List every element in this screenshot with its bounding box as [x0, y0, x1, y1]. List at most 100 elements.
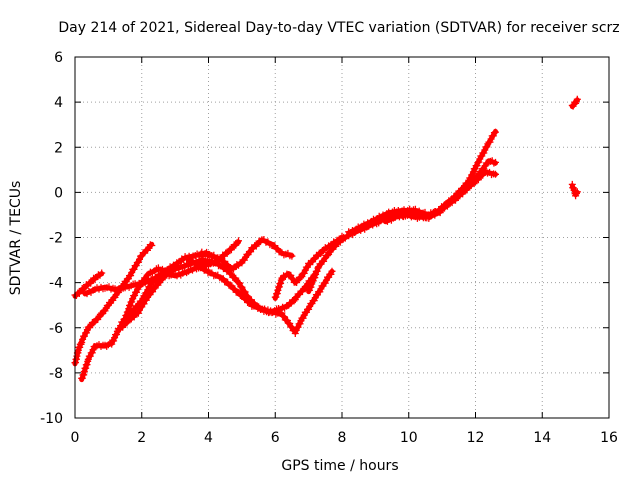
- data-point: [291, 330, 299, 337]
- y-tick-label: -8: [49, 366, 63, 382]
- series-track-d: [81, 248, 212, 298]
- data-point: [90, 319, 98, 327]
- data-point: [113, 331, 120, 338]
- data-point: [274, 286, 282, 294]
- x-tick-label: 6: [271, 430, 280, 446]
- data-point: [278, 309, 286, 317]
- gridlines: [75, 57, 609, 418]
- x-axis-label: GPS time / hours: [281, 458, 398, 474]
- x-tick-label: 2: [137, 430, 146, 446]
- data-point: [143, 289, 151, 297]
- data-point: [340, 233, 348, 241]
- data-point: [90, 274, 98, 282]
- y-tick-label: 6: [54, 50, 63, 66]
- y-tick-label: 4: [54, 95, 63, 111]
- data-point: [153, 274, 161, 282]
- data-point: [296, 320, 304, 328]
- data-point: [226, 281, 234, 289]
- data-point: [287, 271, 295, 279]
- data-point: [235, 288, 243, 296]
- data-point: [486, 138, 494, 146]
- data-point: [305, 286, 313, 294]
- series-track-h: [198, 236, 296, 273]
- data-point: [480, 149, 488, 157]
- data-point: [309, 277, 317, 285]
- x-tick-label: 4: [204, 430, 213, 446]
- data-point: [238, 283, 246, 291]
- axis-ticks: 0 2 4 6 8 10 12 14 16 -10 -8 -6 -4 -2 0 2 4 6: [40, 50, 618, 446]
- y-tick-label: -4: [49, 276, 63, 292]
- data-point: [82, 329, 90, 337]
- data-point: [127, 272, 135, 280]
- data-point: [110, 337, 118, 345]
- data-point: [314, 264, 322, 272]
- data-point: [492, 128, 499, 136]
- series-track-f: [118, 264, 336, 337]
- data-point: [148, 278, 156, 286]
- data-point: [327, 270, 335, 278]
- y-tick-label: -6: [49, 321, 63, 337]
- data-point: [469, 171, 476, 179]
- data-point: [128, 298, 136, 306]
- data-point: [286, 320, 294, 327]
- x-tick-label: 8: [338, 430, 347, 446]
- data-point: [226, 264, 234, 272]
- data-point: [299, 314, 307, 322]
- data-point: [134, 309, 142, 317]
- data-point: [307, 283, 315, 291]
- y-tick-label: 0: [54, 185, 63, 201]
- data-point: [78, 374, 86, 382]
- data-points: [71, 95, 581, 383]
- data-point: [241, 288, 249, 296]
- data-point: [328, 267, 336, 275]
- data-point: [150, 285, 158, 293]
- data-point: [312, 271, 320, 278]
- data-point: [98, 269, 106, 277]
- data-point: [473, 162, 481, 170]
- y-tick-label: -10: [40, 411, 63, 427]
- series-track-m: [568, 95, 581, 110]
- data-point: [321, 279, 329, 287]
- y-axis-label: SDTVAR / TECUs: [8, 181, 24, 296]
- data-point: [74, 346, 82, 354]
- data-point: [126, 301, 134, 309]
- data-point: [136, 255, 143, 263]
- data-point: [148, 242, 156, 249]
- series-track-g: [185, 237, 242, 270]
- data-point: [305, 305, 313, 313]
- data-point: [313, 267, 321, 275]
- y-tick-label: 2: [54, 140, 63, 156]
- data-point: [232, 274, 240, 282]
- x-tick-label: 12: [467, 430, 485, 446]
- data-point: [317, 250, 325, 258]
- data-point: [447, 198, 454, 206]
- data-point: [80, 368, 88, 375]
- series-track-l: [381, 167, 499, 225]
- data-point: [130, 265, 138, 273]
- data-point: [78, 339, 86, 346]
- data-point: [300, 269, 308, 277]
- data-point: [323, 252, 331, 260]
- data-point: [492, 170, 499, 178]
- data-point: [308, 280, 316, 288]
- data-point: [247, 248, 255, 256]
- data-point: [133, 288, 140, 296]
- data-point: [335, 237, 343, 245]
- data-point: [297, 274, 305, 282]
- data-point: [146, 241, 154, 249]
- series-track-i: [271, 232, 346, 301]
- data-point: [272, 293, 280, 301]
- data-point: [489, 132, 497, 140]
- data-point: [573, 95, 581, 103]
- data-point: [280, 313, 288, 321]
- series-track-n: [568, 180, 581, 200]
- data-point: [573, 188, 581, 196]
- data-point: [490, 159, 498, 167]
- data-point: [311, 274, 319, 282]
- data-point: [134, 258, 142, 266]
- data-point: [277, 279, 285, 287]
- data-point: [235, 237, 242, 245]
- x-tick-label: 16: [600, 430, 618, 446]
- data-point: [146, 283, 154, 291]
